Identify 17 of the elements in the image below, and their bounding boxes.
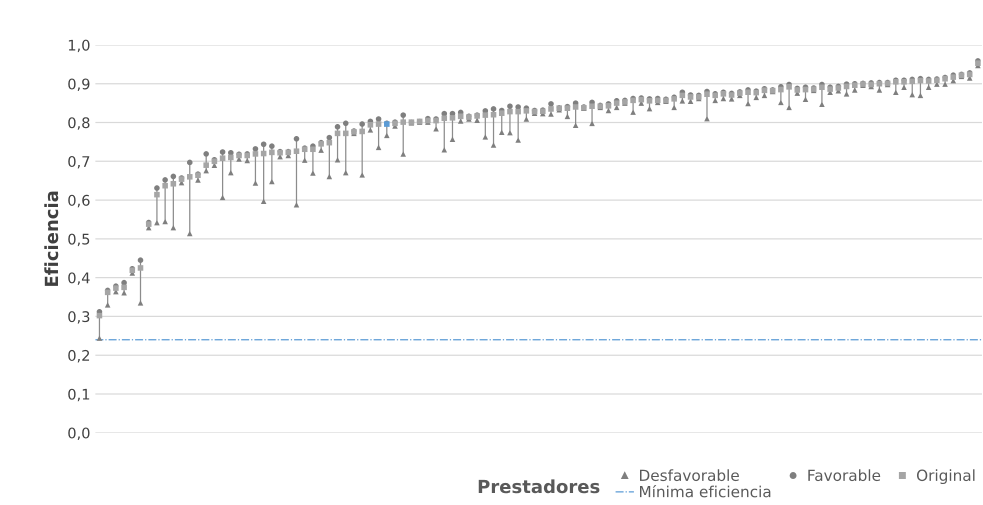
y-tick-label: 0,7: [68, 156, 90, 169]
legend-label: Mínima eficiencia: [640, 484, 770, 498]
legend-label: Favorable: [808, 469, 880, 482]
y-tick-label: 0,4: [68, 272, 90, 285]
legend-label: Original: [916, 469, 974, 484]
x-axis-title: Prestadores: [478, 479, 600, 494]
legend-label: Desfavorable: [640, 469, 739, 482]
y-tick-label: 0,0: [68, 428, 90, 440]
y-tick-label: 0,6: [68, 194, 90, 208]
y-tick-label: 0,1: [68, 388, 90, 402]
y-tick-label: 0,9: [68, 78, 90, 91]
y-tick-label: 0,5: [68, 234, 90, 246]
y-tick-label: 0,3: [68, 311, 90, 324]
y-tick-label: 0,2: [68, 350, 90, 362]
y-tick-label: 0,8: [68, 117, 90, 130]
y-tick-label: 1,0: [68, 40, 90, 52]
y-axis-title: Eficiencia: [44, 192, 58, 286]
